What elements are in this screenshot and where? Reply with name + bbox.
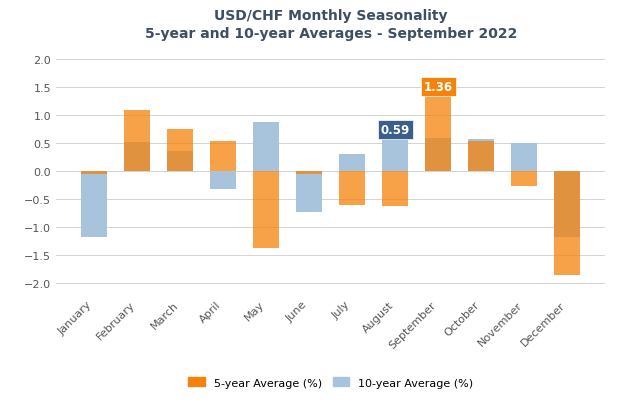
Bar [555,172,580,238]
Bar [426,96,451,172]
Bar [124,110,150,172]
Bar [296,172,322,175]
Text: 0.59: 0.59 [381,124,410,137]
Text: 1.36: 1.36 [424,81,453,94]
Bar [210,172,236,190]
Legend: 5-year Average (%), 10-year Average (%): 5-year Average (%), 10-year Average (%) [183,373,478,392]
Title: USD/CHF Monthly Seasonality
5-year and 10-year Averages - September 2022: USD/CHF Monthly Seasonality 5-year and 1… [145,9,517,41]
Bar [512,172,537,187]
Bar [512,144,537,172]
Bar [383,172,408,207]
Bar [469,142,494,172]
Bar [555,172,580,275]
Bar [167,130,193,172]
Bar [210,142,236,172]
Bar [81,172,107,175]
Bar [124,143,150,172]
Bar [469,140,494,172]
Bar [339,155,365,172]
Bar [253,123,279,172]
Bar [339,172,365,205]
Bar [426,139,451,172]
Bar [383,139,408,172]
Bar [296,172,322,213]
Bar [253,172,279,248]
Bar [81,172,107,237]
Bar [167,151,193,172]
